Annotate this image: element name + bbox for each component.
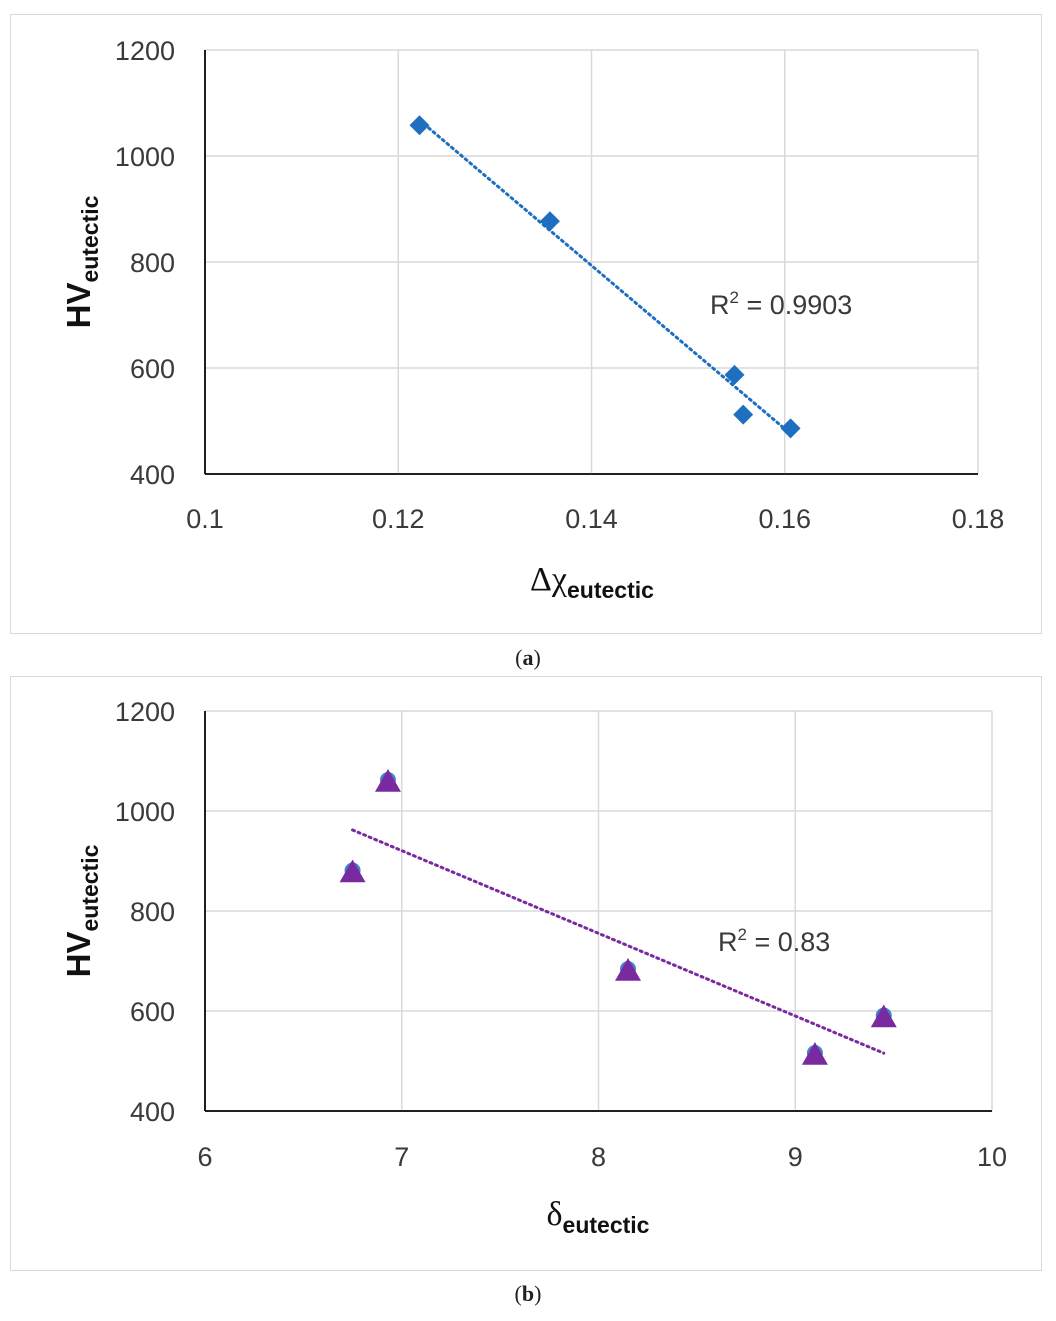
y-tick-label: 1200 [115,697,175,727]
y-tick-label: 400 [130,460,175,490]
x-axis-label: δeutectic [547,1196,650,1238]
chart-b: 400 600 800 1000 1200 6 7 8 9 10 R2 = 0.83 HVeutect… [60,697,1007,1238]
caption-b-letter: b [521,1281,535,1306]
chart-panel-b [10,676,1042,1271]
data-point [780,418,801,439]
r-squared-label: R2 = 0.83 [718,925,830,957]
y-tick-label: 1200 [115,36,175,66]
x-tick-label: 0.1 [186,504,224,534]
y-tick-label: 800 [130,897,175,927]
y-tick-label: 600 [130,997,175,1027]
x-tick-label: 6 [197,1142,212,1172]
y-tick-label: 1000 [115,142,175,172]
data-point [724,364,745,385]
y-tick-label: 1000 [115,797,175,827]
caption-a-open: ( [515,645,523,670]
data-point [339,859,366,883]
x-tick-label: 0.12 [372,504,425,534]
chart-panel-a [10,14,1042,634]
y-tick-label: 400 [130,1097,175,1127]
x-tick-label: 0.16 [758,504,811,534]
caption-b-open: ( [514,1281,522,1306]
r-squared-label: R2 = 0.9903 [710,288,852,320]
y-axis-label: HVeutectic [60,844,103,977]
caption-a-letter: a [522,645,534,670]
caption-b: (b) [0,1281,1056,1307]
caption-a-close: ) [533,645,541,670]
data-point [801,1042,828,1065]
caption-b-close: ) [534,1281,542,1306]
y-tick-label: 600 [130,354,175,384]
x-tick-label: 0.18 [952,504,1005,534]
x-tick-label: 0.14 [565,504,618,534]
x-axis-label: Δχeutectic [530,561,654,603]
x-tick-label: 9 [788,1142,803,1172]
trendline [351,828,886,1055]
x-tick-label: 10 [977,1142,1007,1172]
data-point [409,115,430,136]
x-tick-label: 8 [591,1142,606,1172]
x-tick-label: 7 [394,1142,409,1172]
y-tick-label: 800 [130,248,175,278]
data-point [615,958,642,981]
chart-a: 400 600 800 1000 1200 0.1 0.12 0.14 0.16 0.18 R2 =… [60,36,1004,603]
data-point [733,404,754,425]
trendline [418,118,793,436]
data-point [870,1004,897,1028]
caption-a: (a) [0,645,1056,671]
data-point [374,769,401,792]
data-point [539,211,560,232]
y-axis-label: HVeutectic [60,195,103,328]
